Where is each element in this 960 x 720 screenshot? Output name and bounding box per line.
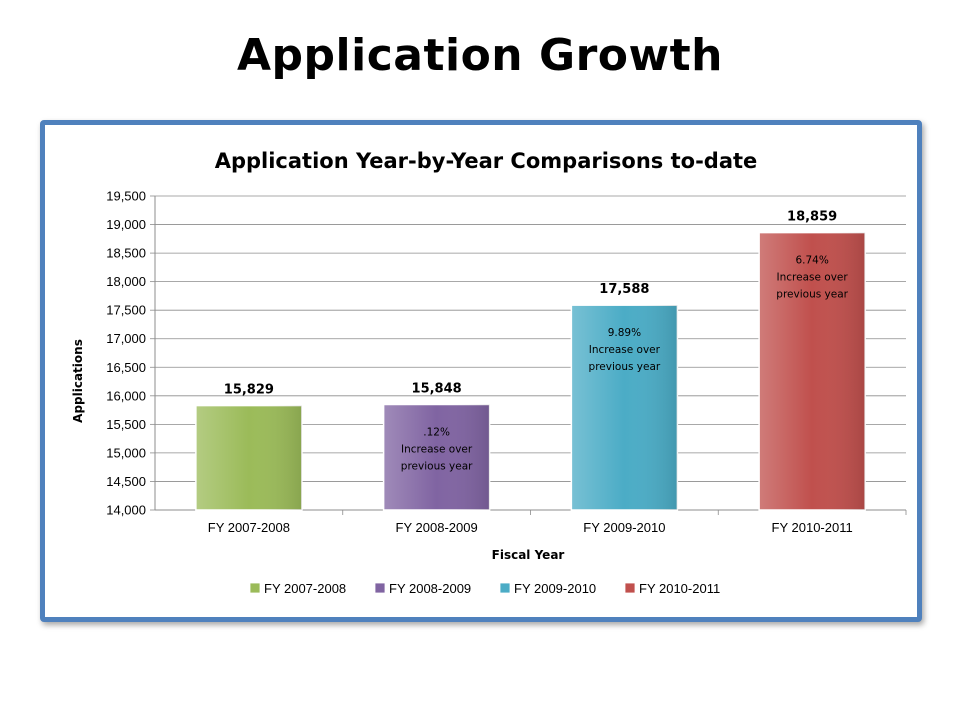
bar-annotation-line: Increase over (777, 272, 849, 284)
data-label: 17,588 (599, 282, 649, 297)
bar-annotation: 6.74% Increase over previous year (776, 255, 848, 301)
y-axis-title: Applications (71, 339, 85, 423)
legend-swatch (374, 582, 386, 594)
data-label: 15,848 (412, 381, 462, 396)
x-tick-label: FY 2007-2008 (208, 520, 290, 535)
y-tick-label: 17,500 (106, 303, 146, 318)
bar-annotation-line: .12% (423, 426, 450, 438)
slide-title: Application Growth (236, 30, 724, 81)
x-tick-label: FY 2008-2009 (396, 520, 478, 535)
chart-title: Application Year-by-Year Comparisons to-… (215, 149, 758, 173)
y-tick-label: 16,000 (106, 388, 146, 403)
legend-label: FY 2009-2010 (514, 581, 596, 596)
y-tick-label: 14,000 (106, 503, 146, 518)
bar-highlight (571, 305, 678, 510)
bar-annotation: 9.89% Increase over previous year (589, 327, 661, 373)
bar-annotation: .12% Increase over previous year (401, 426, 473, 472)
bar-annotation-line: previous year (776, 289, 848, 301)
legend-label: FY 2008-2009 (389, 581, 471, 596)
y-tick-label: 18,000 (106, 274, 146, 289)
y-tick-label: 19,000 (106, 217, 146, 232)
y-tick-label: 17,000 (106, 331, 146, 346)
bar-annotation-line: Increase over (589, 344, 661, 356)
y-tick-label: 14,500 (106, 474, 146, 489)
bar-highlight (195, 405, 302, 510)
legend-swatch (249, 582, 261, 594)
y-tick-label: 18,500 (106, 246, 146, 261)
bar-annotation-line: previous year (401, 460, 473, 472)
y-tick-label: 15,500 (106, 417, 146, 432)
y-tick-label: 16,500 (106, 360, 146, 375)
legend: FY 2007-2008 FY 2008-2009 FY 2009-2010 FY 2… (249, 581, 720, 596)
legend-swatch (499, 582, 511, 594)
bar-annotation-line: 6.74% (795, 255, 828, 267)
bar-highlight (383, 404, 490, 510)
legend-label: FY 2010-2011 (639, 581, 720, 596)
data-label: 15,829 (224, 383, 274, 398)
bar-chart: Application Year-by-Year Comparisons to-… (71, 149, 907, 596)
legend-swatch (624, 582, 636, 594)
x-tick-label: FY 2009-2010 (583, 520, 665, 535)
bar-annotation-line: Increase over (401, 443, 473, 455)
bar-annotation-line: 9.89% (608, 327, 641, 339)
x-tick-label: FY 2010-2011 (772, 520, 853, 535)
bar-annotation-line: previous year (589, 361, 661, 373)
chart-frame: Application Year-by-Year Comparisons to-… (40, 120, 922, 622)
bar-highlight (759, 232, 866, 510)
y-tick-label: 19,500 (106, 189, 146, 204)
x-axis-title: Fiscal Year (492, 548, 565, 562)
y-tick-label: 15,000 (106, 445, 146, 460)
data-label: 18,859 (787, 210, 837, 225)
legend-label: FY 2007-2008 (264, 581, 346, 596)
